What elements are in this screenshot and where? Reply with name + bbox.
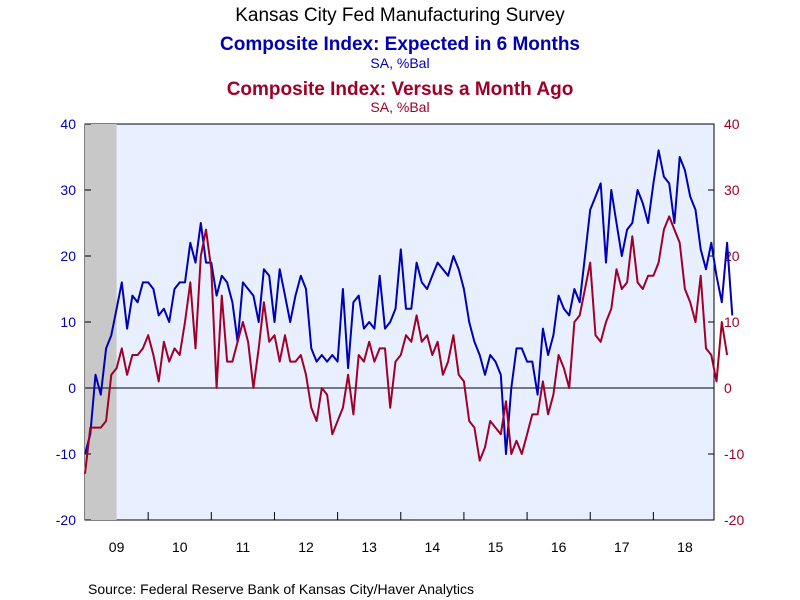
x-tick-label: 14 — [425, 539, 441, 555]
y-tick-label-left: -10 — [56, 446, 76, 462]
y-tick-label-right: 30 — [724, 182, 740, 198]
x-axis: 09 10 11 12 13 14 15 16 17 18 — [109, 512, 693, 555]
x-tick-label: 09 — [109, 539, 125, 555]
y-tick-label-right: -10 — [724, 446, 744, 462]
series-month-ago-line — [84, 215, 729, 474]
series-expected-line — [84, 149, 734, 455]
x-tick-label: 16 — [551, 539, 567, 555]
x-tick-label: 17 — [614, 539, 630, 555]
y-tick-label-left: 10 — [60, 314, 76, 330]
y-tick-label-left: 0 — [68, 380, 76, 396]
subtitle-expected: Composite Index: Expected in 6 Months — [220, 34, 580, 55]
x-tick-label: 11 — [236, 539, 251, 555]
y-axis-left: -20 -10 0 10 20 30 40 — [56, 116, 91, 528]
x-tick-label: 15 — [488, 539, 504, 555]
plot-area — [84, 123, 715, 521]
y-tick-label-right: 0 — [724, 380, 732, 396]
y-tick-label-left: 30 — [60, 182, 76, 198]
units-expected: SA, %Bal — [370, 55, 429, 71]
y-tick-label-left: -20 — [56, 512, 76, 528]
y-tick-label-right: -20 — [724, 512, 744, 528]
source-note: Source: Federal Reserve Bank of Kansas C… — [88, 581, 474, 597]
subtitle-month-ago: Composite Index: Versus a Month Ago — [227, 79, 574, 100]
units-month-ago: SA, %Bal — [370, 99, 429, 115]
x-tick-label: 13 — [361, 539, 377, 555]
x-tick-label: 18 — [677, 539, 693, 555]
chart-title: Kansas City Fed Manufacturing Survey — [235, 5, 565, 26]
x-tick-label: 12 — [298, 539, 314, 555]
y-tick-label-right: 10 — [724, 314, 740, 330]
x-tick-label: 10 — [172, 539, 188, 555]
y-tick-label-right: 40 — [724, 116, 740, 132]
y-tick-label-left: 40 — [60, 116, 76, 132]
y-tick-label-left: 20 — [60, 248, 76, 264]
